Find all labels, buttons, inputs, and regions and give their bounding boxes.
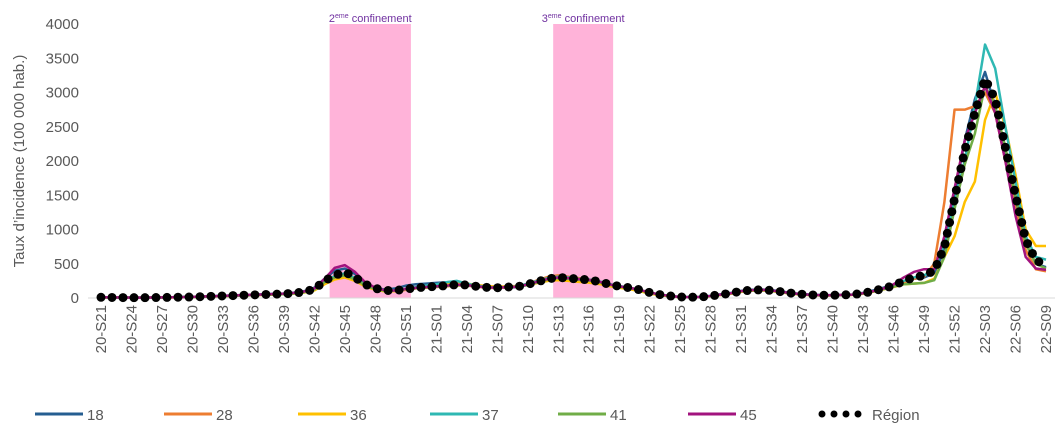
x-tick-label: 22-S06 <box>1008 305 1025 353</box>
x-tick-label: 21-S40 <box>825 305 842 353</box>
period-band <box>553 24 614 298</box>
y-tick-label: 1500 <box>46 187 79 204</box>
y-tick-label: 2000 <box>46 153 79 170</box>
x-tick-label: 21-S25 <box>672 305 689 353</box>
x-tick-label: 21-S13 <box>550 305 567 353</box>
x-tick-label: 22-S09 <box>1038 305 1055 353</box>
period-text: confinement <box>562 13 625 25</box>
series-line <box>96 74 1051 303</box>
legend-label: 41 <box>610 407 627 424</box>
x-tick-label: 20-S33 <box>215 305 232 353</box>
period-sup: eme <box>335 13 349 20</box>
x-tick-label: 20-S30 <box>184 305 201 353</box>
x-tick-label: 20-S21 <box>93 305 110 353</box>
x-tick-label: 20-S24 <box>123 305 140 353</box>
x-tick-label: 21-S22 <box>642 305 659 353</box>
period-sup: eme <box>548 13 562 20</box>
period-band <box>329 24 411 298</box>
x-tick-label: 21-S10 <box>520 305 537 353</box>
legend-label: 18 <box>87 407 104 424</box>
y-tick-label: 500 <box>54 256 79 273</box>
x-tick-label: 21-S07 <box>489 305 506 353</box>
x-tick-label: 21-S49 <box>916 305 933 353</box>
period-num: 3 <box>542 13 548 25</box>
x-tick-label: 20-S42 <box>306 305 323 353</box>
y-tick-label: 4000 <box>46 16 79 33</box>
x-tick-label: 20-S51 <box>398 305 415 353</box>
x-tick-label: 21-S52 <box>947 305 964 353</box>
x-tick-label: 21-S37 <box>794 305 811 353</box>
x-tick-label: 21-S31 <box>733 305 750 353</box>
y-tick-label: 3000 <box>46 85 79 102</box>
period-label: 2eme confinement <box>329 13 412 25</box>
x-tick-label: 20-S45 <box>337 305 354 353</box>
period-label: 3eme confinement <box>542 13 625 25</box>
legend-label: 37 <box>482 407 499 424</box>
x-tick-label: 21-S28 <box>703 305 720 353</box>
x-tick-label: 20-S27 <box>154 305 171 353</box>
x-tick-label: 21-S19 <box>611 305 628 353</box>
x-tick-label: 22-S03 <box>977 305 994 353</box>
y-tick-label: 2500 <box>46 119 79 136</box>
x-tick-label: 20-S39 <box>276 305 293 353</box>
legend-label: 45 <box>740 407 757 424</box>
period-num: 2 <box>329 13 335 25</box>
x-tick-label: 21-S43 <box>855 305 872 353</box>
x-tick-label: 21-S04 <box>459 305 476 353</box>
x-tick-label: 21-S16 <box>581 305 598 353</box>
x-tick-label: 21-S34 <box>764 305 781 353</box>
legend-label: Région <box>872 407 920 424</box>
y-tick-label: 1000 <box>46 222 79 239</box>
x-tick-label: 20-S36 <box>245 305 262 353</box>
x-tick-label: 20-S48 <box>367 305 384 353</box>
legend-label: 36 <box>350 407 367 424</box>
y-tick-label: 0 <box>71 290 79 307</box>
legend-label: 28 <box>216 407 233 424</box>
y-axis-label: Taux d’incidence (100 000 hab.) <box>11 55 28 268</box>
x-tick-label: 21-S01 <box>428 305 445 353</box>
y-tick-label: 3500 <box>46 50 79 67</box>
x-tick-label: 21-S46 <box>886 305 903 353</box>
period-text: confinement <box>349 13 412 25</box>
